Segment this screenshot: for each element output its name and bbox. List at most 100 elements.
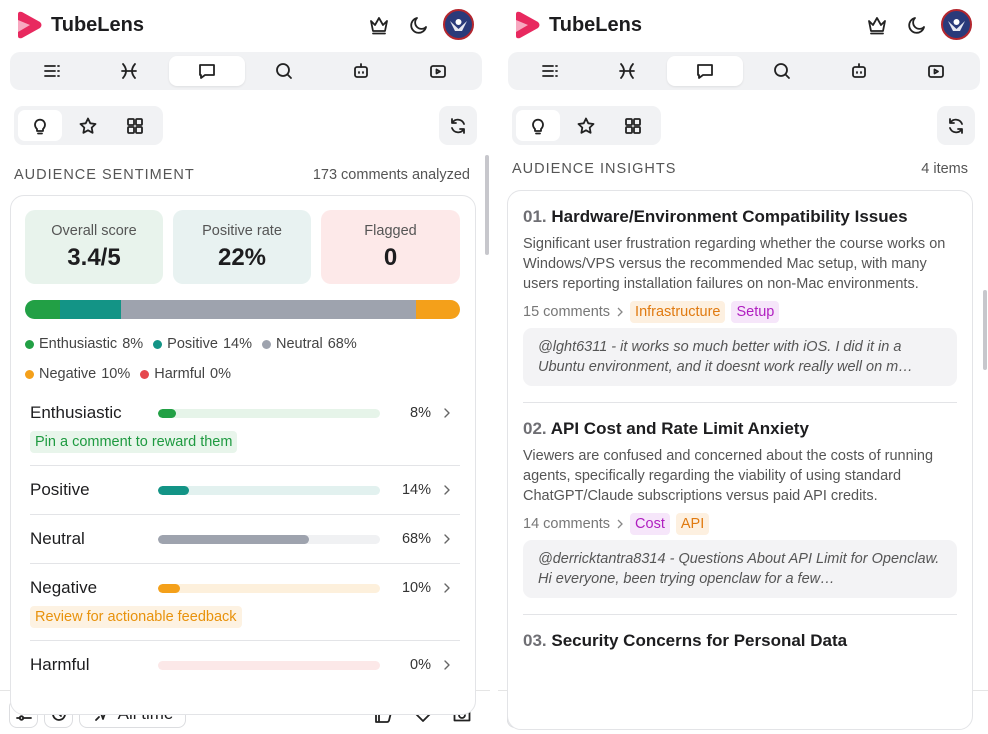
chevron[interactable]: [442, 484, 452, 496]
tab[interactable]: [400, 56, 476, 86]
theme-toggle[interactable]: [906, 14, 928, 36]
comment-count[interactable]: 15 comments: [523, 304, 611, 320]
tag: API: [675, 513, 710, 535]
icon: [542, 65, 558, 77]
stat-value: 3.4/5: [67, 244, 121, 271]
row-note: Pin a comment to reward them: [30, 431, 238, 453]
chevron[interactable]: [442, 407, 452, 419]
view-tab[interactable]: [564, 110, 608, 141]
main-tabs: [508, 52, 980, 90]
icon: [44, 65, 60, 77]
section-meta: 173 comments analyzed: [312, 167, 470, 183]
insight-title: 02. API Cost and Rate Limit Anxiety: [523, 418, 957, 440]
avatar[interactable]: [941, 9, 972, 40]
view-tab[interactable]: [611, 110, 655, 141]
legend-entry: Harmful 0%: [140, 359, 231, 389]
row-head: Harmful 0%: [30, 653, 460, 677]
legend-value: 14%: [222, 336, 252, 352]
icon: [430, 65, 446, 78]
sentiment-row[interactable]: Enthusiastic 8% Pin a comment to reward th…: [30, 389, 460, 466]
refresh-button[interactable]: [439, 106, 477, 145]
tab[interactable]: [323, 56, 399, 86]
view-tab[interactable]: [516, 110, 560, 141]
avatar[interactable]: [443, 9, 474, 40]
icon: [127, 117, 143, 134]
scrollbar[interactable]: [485, 155, 489, 255]
logo: [516, 11, 540, 39]
insight-meta: 14 comments Cost API: [523, 513, 957, 535]
row-name: Harmful: [30, 655, 90, 674]
icon: [852, 63, 866, 78]
icon: [79, 117, 97, 134]
tab[interactable]: [821, 56, 897, 86]
icon: [354, 63, 368, 78]
row-percent: 0%: [410, 657, 431, 673]
legend-dot: [261, 339, 271, 349]
legend-name: Neutral: [275, 336, 323, 352]
view-tab[interactable]: [113, 110, 157, 141]
icon: [121, 63, 137, 79]
tag: Infrastructure: [630, 301, 726, 323]
tab[interactable]: [169, 56, 245, 86]
row-percent: 14%: [401, 482, 431, 498]
progress-track: [158, 584, 380, 593]
stat-card: Flagged 0: [321, 210, 460, 284]
view-tabs: [512, 106, 661, 145]
sentiment-row[interactable]: Negative 10% Review for actionable feedbac…: [30, 564, 460, 641]
tab[interactable]: [512, 56, 588, 86]
icon: [774, 63, 790, 79]
icon: [93, 705, 110, 721]
tab[interactable]: [246, 56, 322, 86]
legend-entry: Positive 14%: [153, 329, 252, 359]
row-head: Positive 14%: [30, 478, 460, 502]
scrollbar[interactable]: [983, 290, 987, 370]
legend-dot: [25, 369, 34, 379]
chevron[interactable]: [442, 659, 452, 671]
tab[interactable]: [14, 56, 90, 86]
tab[interactable]: [667, 56, 743, 86]
legend-entry: Neutral 68%: [261, 329, 357, 359]
icon: [949, 117, 963, 134]
legend-name: Positive: [167, 336, 218, 352]
chevron: [617, 307, 623, 317]
view-tab[interactable]: [66, 110, 110, 141]
sentiment-row[interactable]: Neutral 68%: [30, 515, 460, 564]
insight-quote: @lght6311 - it works so much better with…: [523, 328, 957, 386]
row-name: Negative: [30, 578, 98, 597]
divider: [523, 402, 957, 403]
row-percent: 68%: [401, 531, 431, 547]
view-tab[interactable]: [18, 110, 62, 141]
main-tabs: [10, 52, 482, 90]
theme-toggle[interactable]: [408, 14, 430, 36]
sentiment-row[interactable]: Positive 14%: [30, 466, 460, 515]
comment-count[interactable]: 14 comments: [523, 516, 611, 532]
icon: [451, 117, 465, 134]
premium-button[interactable]: [866, 14, 888, 36]
progress-fill: [158, 409, 176, 418]
refresh-button[interactable]: [937, 106, 975, 145]
sentiment-row[interactable]: Harmful 0%: [30, 641, 460, 689]
stat-value: 0: [383, 244, 398, 271]
tag: Setup: [731, 301, 780, 323]
view-tabs: [14, 106, 163, 145]
insight-quote: @derricktantra8314 - Questions About API…: [523, 540, 957, 598]
insight-description: Significant user frustration regarding w…: [523, 236, 946, 292]
tab[interactable]: [589, 56, 665, 86]
sentiment-card: Overall score 3.4/5 Positive rate 22% Flagge…: [10, 195, 476, 715]
tab[interactable]: [898, 56, 974, 86]
chevron[interactable]: [442, 582, 452, 594]
stat-value: 22%: [217, 244, 267, 271]
icon: [577, 117, 595, 134]
row-name: Enthusiastic: [30, 403, 122, 422]
insight-heading: Security Concerns for Personal Data: [551, 631, 848, 650]
tab[interactable]: [91, 56, 167, 86]
premium-button[interactable]: [368, 14, 390, 36]
app-name: TubeLens: [51, 14, 144, 36]
insight-heading: API Cost and Rate Limit Anxiety: [550, 419, 809, 438]
chevron[interactable]: [442, 533, 452, 545]
distribution-segment: [25, 300, 60, 319]
tab[interactable]: [744, 56, 820, 86]
section-meta: 4 items: [921, 161, 968, 177]
icon: [276, 63, 292, 79]
